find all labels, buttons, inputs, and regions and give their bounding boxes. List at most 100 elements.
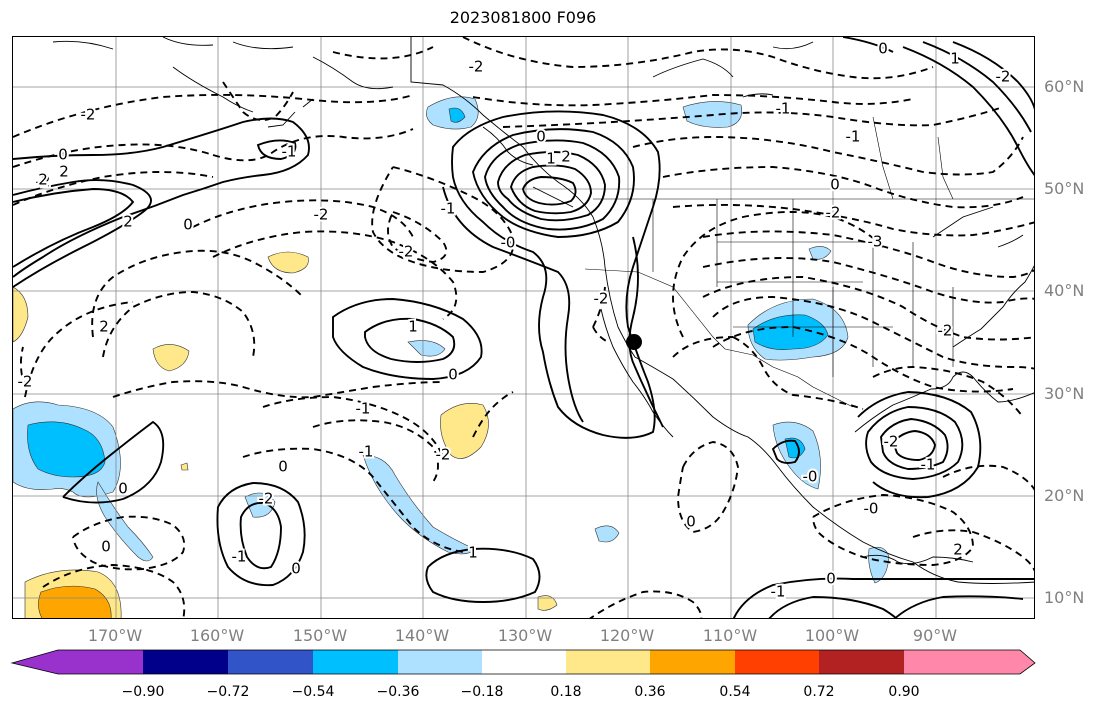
- contour-label: -1: [282, 143, 297, 161]
- yellow-spot-tiny: [180, 462, 189, 471]
- shaded-regions: [13, 96, 890, 618]
- contour-label: 0: [686, 513, 696, 531]
- contour-label: -1: [846, 128, 861, 146]
- colorbar-segment: [650, 650, 735, 674]
- contour-label: -3: [868, 233, 883, 251]
- colorbar-segment: [398, 650, 482, 674]
- contour-label: 0: [118, 480, 128, 498]
- contour-label: 0: [183, 216, 193, 234]
- contour-label: 2: [561, 148, 571, 166]
- lat-label-30n: 30°N: [1044, 384, 1085, 403]
- negative-contours: [13, 37, 1034, 618]
- contour-label: -2: [826, 204, 841, 222]
- contour-label: 1: [468, 544, 478, 562]
- colorbar-extend-max: [1020, 650, 1035, 674]
- contour-label: 0: [878, 40, 888, 58]
- contour-label: 2: [59, 163, 69, 181]
- location-marker: [626, 334, 642, 350]
- blue-spot-east-pac: [594, 525, 620, 543]
- gulf-coast: [854, 371, 1034, 433]
- contour-label: 0: [291, 560, 301, 578]
- colorbar-tick: 0.18: [550, 684, 582, 700]
- colorbar-tick: 0.90: [888, 684, 920, 700]
- contour-label: -0: [803, 468, 818, 486]
- contour-label: -2: [996, 68, 1011, 86]
- map-title: 2023081800 F096: [449, 8, 597, 27]
- lon-label-90w: 90°W: [912, 626, 958, 645]
- colorbar-segment: [482, 650, 566, 674]
- contour-label: -1: [359, 443, 374, 461]
- lon-label-160w: 160°W: [189, 626, 245, 645]
- contour-label: -2: [81, 106, 96, 124]
- lat-label-50n: 50°N: [1044, 179, 1085, 198]
- contour-label: 0: [448, 366, 458, 384]
- contour-label: 0: [278, 458, 288, 476]
- north-america-coast: [592, 216, 1034, 584]
- contour-label: -0: [501, 234, 516, 252]
- colorbar-segment: [143, 650, 228, 674]
- lon-label-120w: 120°W: [599, 626, 655, 645]
- contour-label: -2: [18, 373, 33, 391]
- map-panel: -2 -2 0 2 2 -1 0 -2 -2 2 2 -2 -1 1 0 -1 …: [12, 36, 1035, 619]
- contour-label: -2: [36, 173, 51, 191]
- cyan-spot-alaska: [448, 107, 466, 123]
- colorbar-outline: [10, 649, 1036, 675]
- contour-label: -2: [314, 206, 329, 224]
- lon-label-140w: 140°W: [394, 626, 450, 645]
- contour-label: 1: [950, 50, 960, 68]
- yellow-region-west-edge: [13, 286, 29, 343]
- contour-label: 0: [101, 538, 111, 556]
- blue-spot-pacific-mid: [407, 340, 446, 357]
- contour-label: 2: [953, 541, 963, 559]
- contour-label: -2: [259, 490, 274, 508]
- lon-label-170w: 170°W: [87, 626, 143, 645]
- colorbar: [10, 649, 1036, 675]
- lon-label-110w: 110°W: [702, 626, 758, 645]
- colorbar-segment: [819, 650, 904, 674]
- contour-label: 2: [99, 318, 109, 336]
- blue-spot-dakota: [808, 246, 832, 260]
- contour-label: -2: [399, 243, 414, 261]
- blue-spot-hawaii-n: [244, 492, 276, 518]
- contour-label: 2: [38, 171, 48, 189]
- colorbar-tick: 0.54: [719, 684, 751, 700]
- contour-label: 2: [123, 213, 133, 231]
- cyan-spot-mexico: [784, 437, 806, 459]
- contour-label: 0: [830, 176, 840, 194]
- orange-region-sw: [38, 585, 112, 618]
- colorbar-tick: −0.18: [460, 684, 504, 700]
- contour-label: 0: [58, 146, 68, 164]
- yellow-spot-south: [537, 595, 558, 611]
- colorbar-tick: −0.72: [206, 684, 250, 700]
- political-borders: [584, 116, 1034, 408]
- contour-label: -2: [436, 446, 451, 464]
- lat-label-20n: 20°N: [1044, 486, 1085, 505]
- contour-label: -0: [864, 500, 879, 518]
- contour-label: 0: [826, 570, 836, 588]
- cyan-core-west: [27, 421, 106, 478]
- colorbar-tick: −0.90: [121, 684, 165, 700]
- contour-label: -2: [938, 322, 953, 340]
- colorbar-tick: −0.36: [376, 684, 420, 700]
- colorbar-segment: [58, 650, 143, 674]
- lat-label-60n: 60°N: [1044, 77, 1085, 96]
- contour-label: -1: [776, 100, 791, 118]
- colorbar-segment: [313, 650, 398, 674]
- colorbar-segment: [904, 650, 1020, 674]
- contour-label: -2: [884, 433, 899, 451]
- contour-label: -1: [356, 400, 371, 418]
- colorbar-tick: 0.72: [803, 684, 835, 700]
- contour-labels: -2 -2 0 2 2 -1 0 -2 -2 2 2 -2 -1 1 0 -1 …: [16, 38, 1013, 603]
- contour-label: -2: [469, 58, 484, 76]
- coastlines: [52, 37, 1034, 584]
- lon-label-150w: 150°W: [292, 626, 348, 645]
- blue-band-subtropic: [362, 454, 476, 555]
- east-coast: [952, 265, 1034, 348]
- blue-tail-west: [96, 481, 154, 562]
- colorbar-segment: [566, 650, 650, 674]
- cyan-core-plains: [752, 314, 829, 350]
- yellow-region-central: [440, 403, 489, 459]
- contour-label: -1: [232, 548, 247, 566]
- lon-label-130w: 130°W: [497, 626, 553, 645]
- colorbar-segment: [228, 650, 313, 674]
